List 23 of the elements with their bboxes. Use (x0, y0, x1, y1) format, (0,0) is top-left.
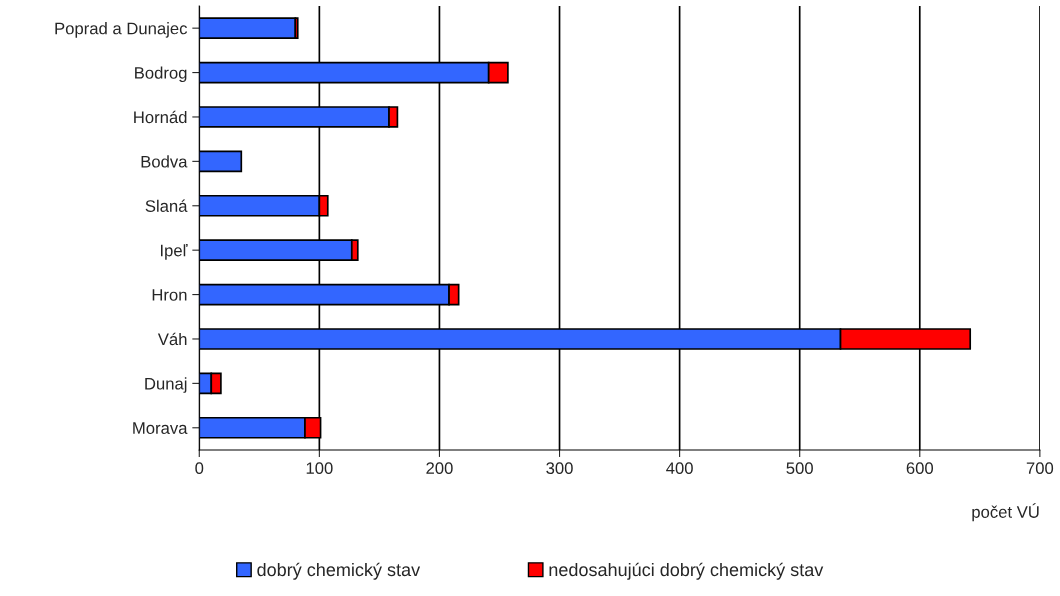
x-tick-label: 700 (1026, 462, 1054, 475)
y-tick-label: Ipeľ (160, 244, 188, 260)
y-tick-label: Slaná (145, 199, 188, 212)
y-tick-label: Hornád (134, 110, 187, 124)
legend-label: dobrý chemický stav (257, 562, 421, 580)
x-tick-label: 600 (906, 462, 934, 475)
bar (199, 150, 243, 173)
x-tick-label: 500 (786, 462, 813, 475)
y-tick-label: Morava (133, 422, 188, 434)
x-axis-title: počet VÚ (972, 503, 1039, 522)
y-tick-label: Dunaj (145, 377, 187, 393)
x-tick-label: 300 (546, 462, 573, 475)
y-tick-label: Bodva (141, 155, 188, 168)
x-tick-label: 400 (666, 462, 693, 475)
legend-label: nedosahujúci dobrý chemický stav (549, 562, 824, 580)
x-tick-label: 0 (195, 462, 204, 475)
bar (199, 17, 297, 39)
y-tick-label: Váh (157, 332, 187, 346)
y-tick-label: Bodrog (135, 66, 187, 83)
y-tick-label: Poprad a Dunajec (55, 22, 188, 38)
x-tick-label: 200 (426, 462, 453, 475)
y-tick-label: Hron (152, 289, 187, 301)
x-tick-label: 100 (306, 462, 333, 475)
